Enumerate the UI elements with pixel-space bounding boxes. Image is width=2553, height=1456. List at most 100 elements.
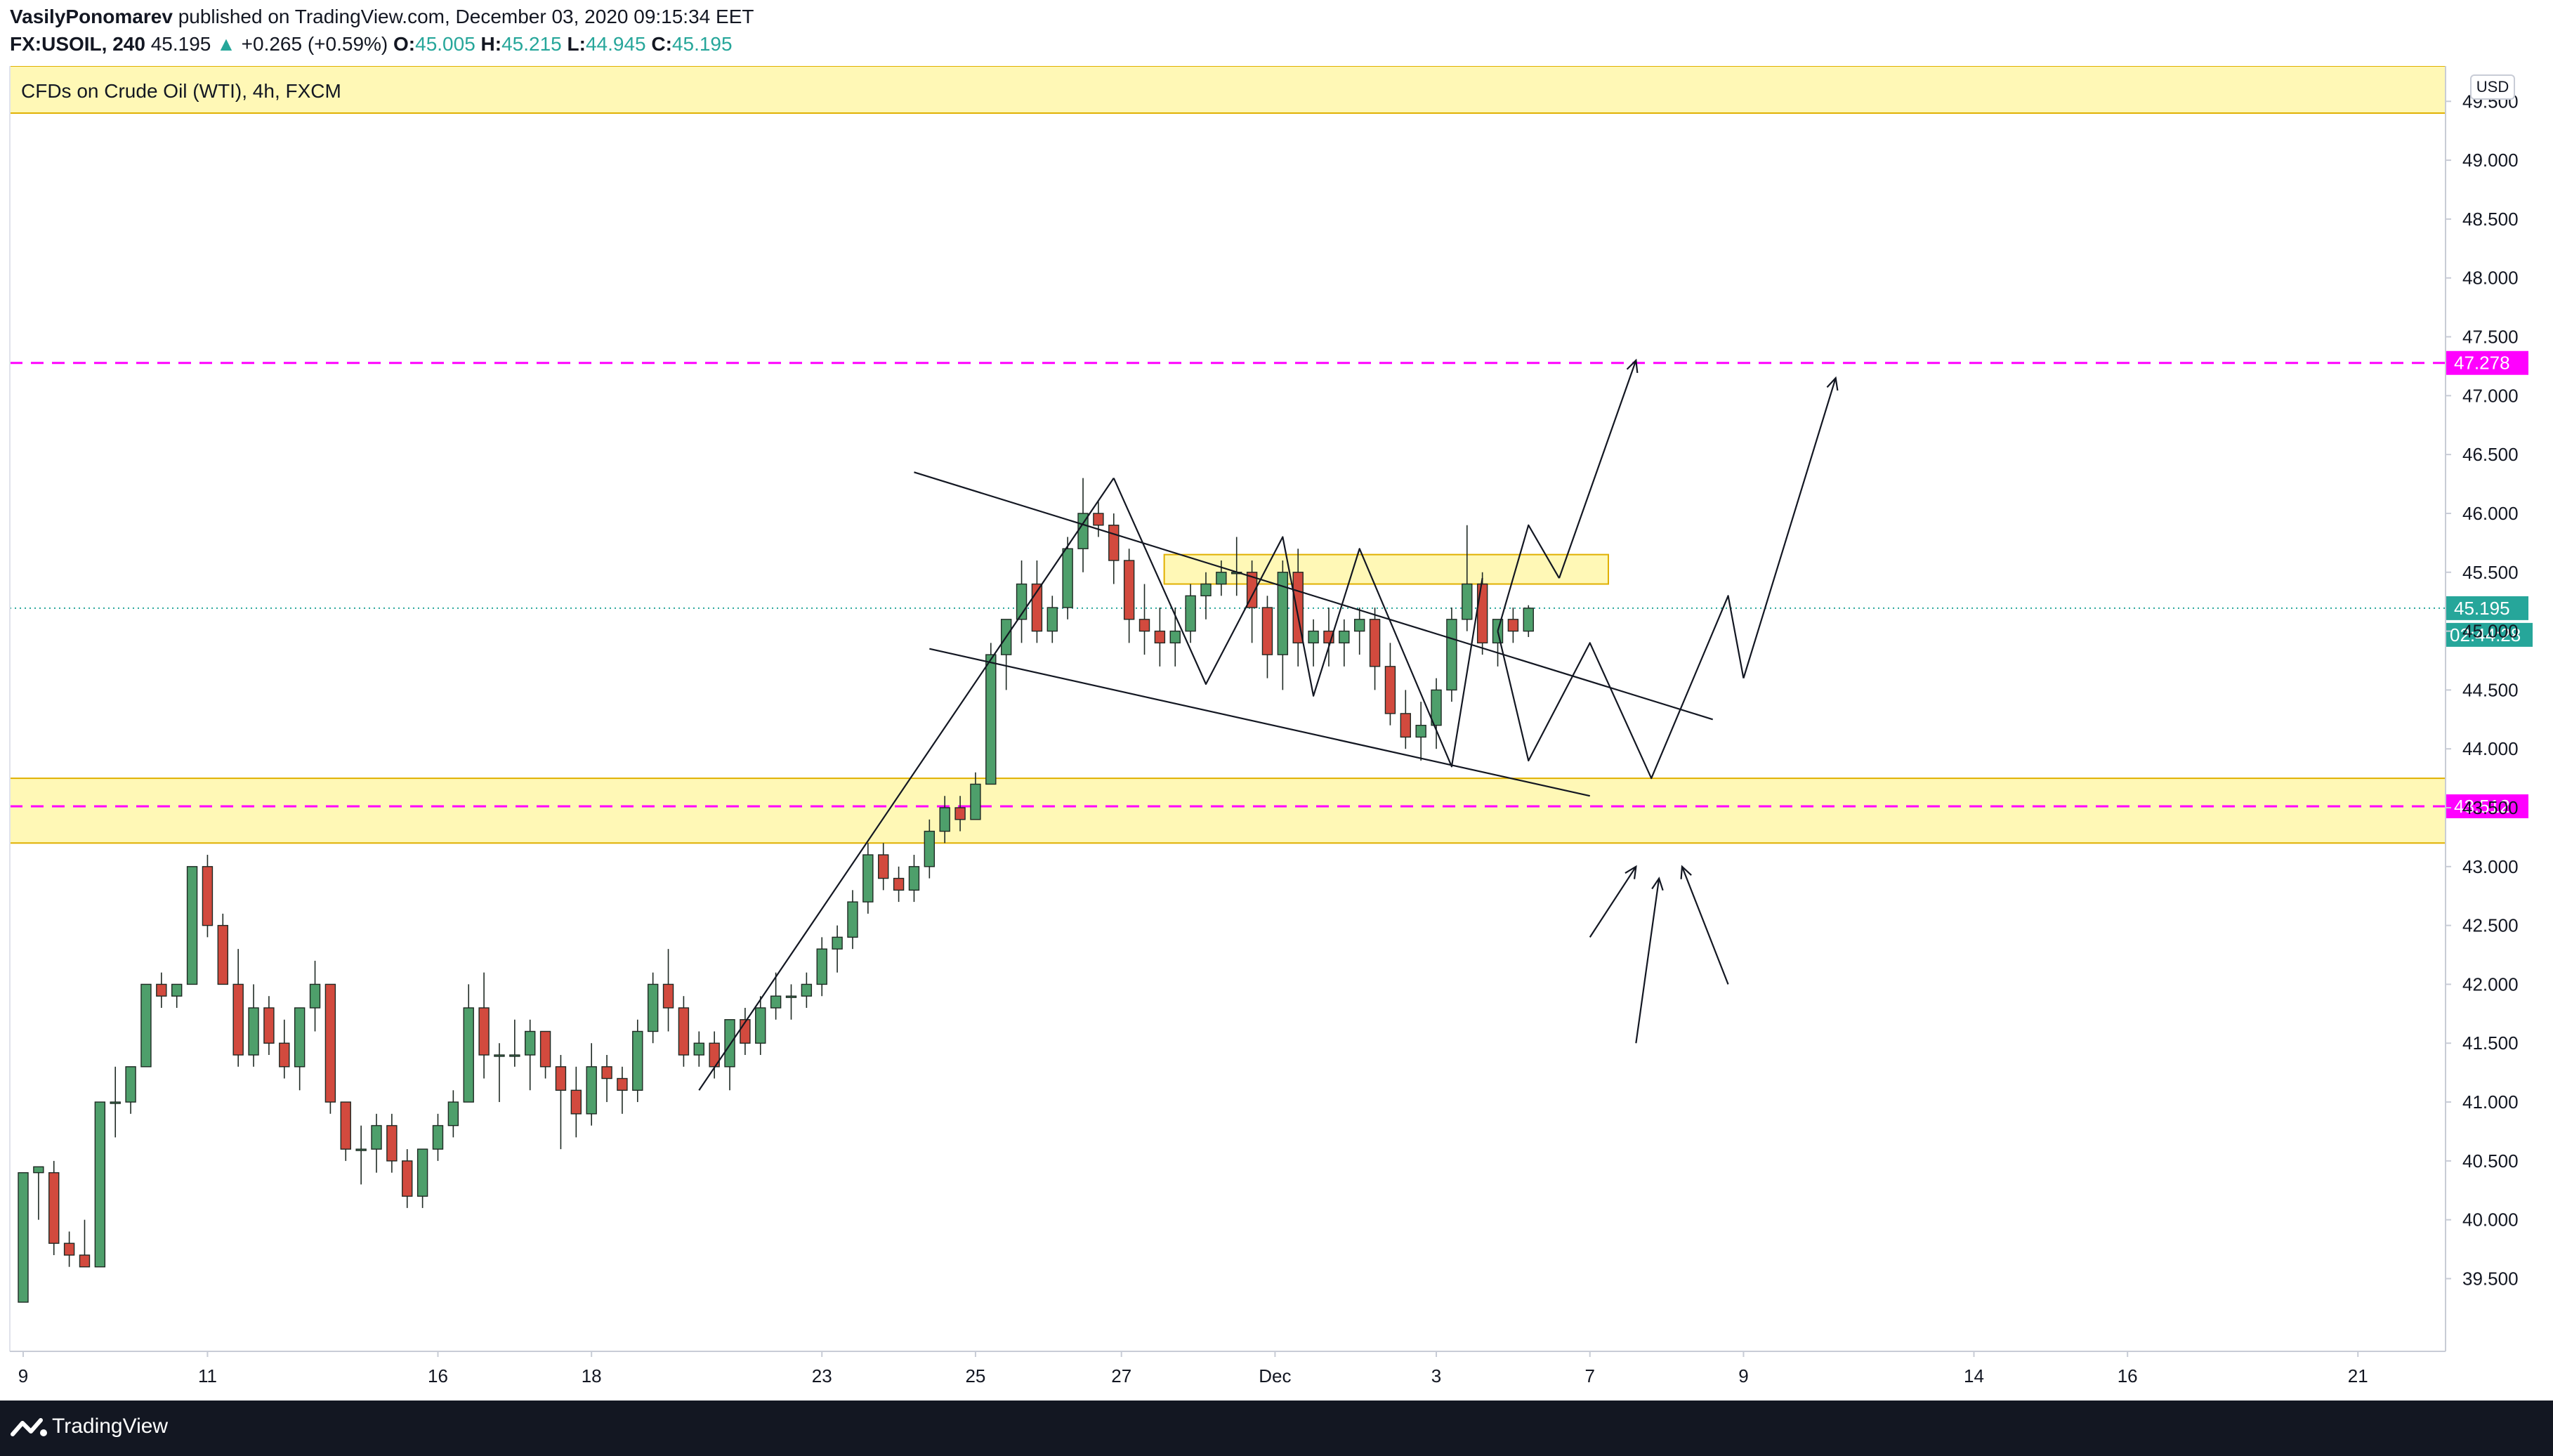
candle-body [1369, 619, 1381, 667]
candle-body [202, 866, 214, 926]
support-arrow-1-head [1625, 865, 1637, 879]
projection-break-up [1497, 524, 1560, 631]
currency-label: USD [2476, 78, 2509, 96]
x-tick-label: 18 [582, 1365, 602, 1386]
candle-body [340, 1101, 351, 1150]
currency-badge[interactable]: USD [2470, 74, 2515, 100]
y-tick-label: 47.500 [2462, 327, 2519, 348]
drawings-layer [698, 358, 1839, 1091]
y-tick-label: 46.000 [2462, 503, 2519, 524]
candle-body [908, 866, 920, 891]
candle-body [1446, 619, 1457, 691]
candle-body [1123, 560, 1135, 620]
ohlc-legend: FX:USOIL, 240 45.195 ▲ +0.265 (+0.59%) O… [10, 33, 733, 55]
candle-body [463, 1007, 474, 1103]
projection-range [1497, 595, 1745, 780]
y-tick-label: 40.500 [2462, 1150, 2519, 1172]
support-arrow-3 [1681, 866, 1729, 985]
candle-body [647, 983, 659, 1032]
change-text: +0.265 (+0.59%) [241, 33, 388, 55]
candle-body [539, 1030, 551, 1068]
candle-body [939, 807, 950, 832]
candle-body [248, 1007, 259, 1056]
candle-body [570, 1089, 582, 1115]
tradingview-logo-icon[interactable] [10, 1416, 49, 1440]
publish-info: VasilyPonomarev published on TradingView… [10, 6, 754, 28]
x-tick-label: 14 [1964, 1365, 1984, 1386]
open-label: O: [393, 33, 416, 55]
y-tick-label: 45.000 [2462, 621, 2519, 642]
candle-body [110, 1101, 121, 1104]
x-tick-label: 27 [1111, 1365, 1131, 1386]
level-label-1: 43.512 [2454, 796, 2510, 817]
high-label: H: [480, 33, 502, 55]
candle-body [1246, 572, 1258, 608]
y-tick-label: 43.000 [2462, 856, 2519, 877]
candle-body [632, 1030, 643, 1091]
low-label: L: [567, 33, 586, 55]
candle-body [601, 1066, 612, 1080]
zone-1 [9, 778, 2446, 844]
candle-body [586, 1066, 597, 1115]
x-tick-label: 3 [1431, 1365, 1441, 1386]
y-tick-label: 45.500 [2462, 562, 2519, 583]
publish-header: VasilyPonomarev published on TradingView… [0, 0, 2553, 66]
countdown-badge [2446, 622, 2533, 647]
zone-0 [9, 65, 2446, 114]
x-tick-label: 7 [1585, 1365, 1595, 1386]
candle-body [1507, 619, 1519, 632]
candle-body [1216, 572, 1227, 585]
chart-area[interactable]: 47.278 43.512 45.195 02:44:28 39.500 40.000 4… [0, 65, 2553, 1401]
support-arrow-2-head [1651, 877, 1664, 891]
candle-body [755, 1007, 766, 1044]
candle-body [893, 877, 905, 891]
author-name[interactable]: VasilyPonomarev [10, 6, 173, 27]
x-tick-label: 23 [812, 1365, 832, 1386]
candle-body [924, 830, 936, 867]
zone-2 [1163, 553, 1609, 585]
candle-body [279, 1042, 290, 1068]
candle-body [525, 1030, 536, 1056]
candle-body [263, 1007, 275, 1044]
candle-body [18, 1172, 29, 1303]
candle-body [186, 866, 198, 985]
y-tick-label: 42.000 [2462, 973, 2519, 995]
symbol-label: FX:USOIL, 240 [10, 33, 145, 55]
candle-body [432, 1124, 444, 1150]
y-tick-label: 43.500 [2462, 797, 2519, 818]
candle-body [1154, 630, 1166, 644]
candle-body [816, 948, 827, 985]
x-tick-label: 21 [2348, 1365, 2368, 1386]
candles-layer [18, 478, 1534, 1303]
candle-body [478, 1007, 490, 1056]
candle-body [770, 995, 782, 1009]
y-tick-label: 39.500 [2462, 1268, 2519, 1289]
candle-body [1415, 724, 1426, 738]
y-tick-label: 48.000 [2462, 268, 2519, 289]
candle-body [1400, 713, 1412, 738]
close-label: C: [651, 33, 672, 55]
candle-body [862, 854, 874, 903]
footer-brand[interactable]: TradingView [52, 1415, 169, 1438]
candle-body [1431, 689, 1442, 726]
price-chart[interactable]: 47.278 43.512 45.195 02:44:28 39.500 40.000 4… [0, 65, 2553, 1401]
candle-body [555, 1066, 567, 1091]
candle-body [678, 1007, 690, 1056]
candle-body [1353, 619, 1365, 632]
rally-trend-line [698, 478, 1115, 1091]
candle-body [447, 1101, 459, 1127]
level-label-0: 47.278 [2454, 353, 2510, 374]
candle-body [324, 983, 336, 1103]
candle-body [125, 1066, 136, 1103]
candle-body [1462, 583, 1473, 620]
candle-body [294, 1007, 306, 1068]
change-arrow-icon: ▲ [216, 33, 236, 55]
candle-body [1277, 572, 1289, 655]
current-price-badge [2446, 596, 2528, 620]
candle-body [171, 983, 183, 997]
candle-body [79, 1254, 91, 1268]
candle-body [1046, 607, 1058, 632]
candle-body [48, 1172, 60, 1244]
candle-body [1108, 525, 1120, 561]
candle-body [1308, 630, 1319, 644]
